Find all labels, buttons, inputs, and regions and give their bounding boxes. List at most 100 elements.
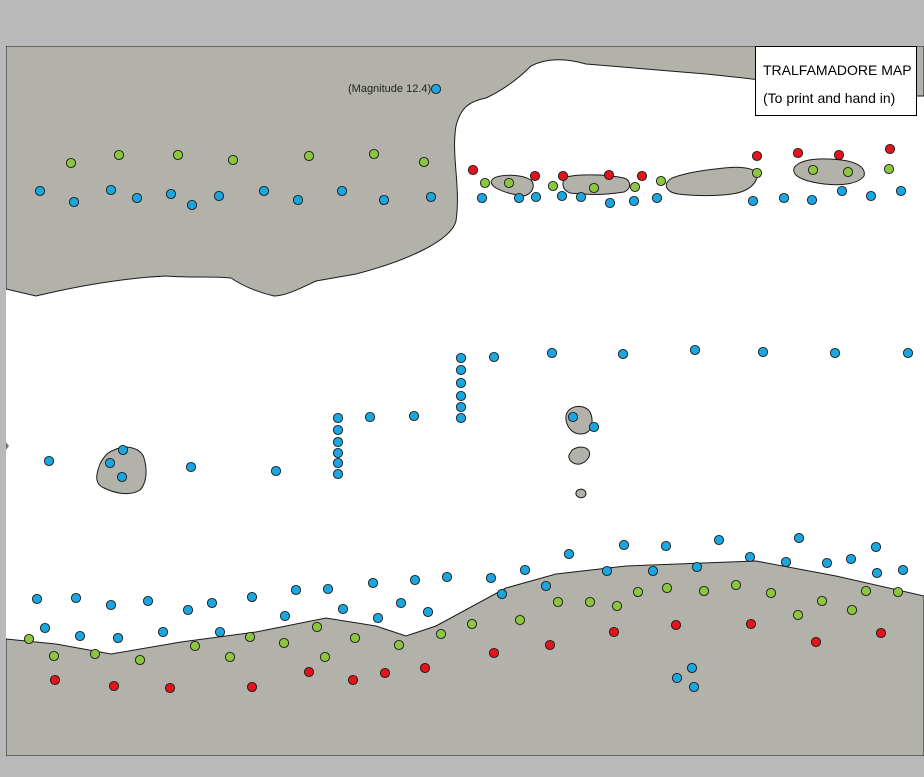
green-marker — [584, 596, 596, 608]
blue-marker — [116, 471, 128, 483]
blue-marker — [744, 551, 756, 563]
blue-marker — [182, 604, 194, 616]
blue-marker — [39, 622, 51, 634]
blue-marker — [206, 597, 218, 609]
green-marker — [588, 182, 600, 194]
blue-marker — [780, 556, 792, 568]
blue-marker — [604, 197, 616, 209]
blue-marker — [74, 630, 86, 642]
green-marker — [661, 582, 673, 594]
red-marker — [884, 143, 896, 155]
blue-marker — [332, 436, 344, 448]
blue-marker — [104, 457, 116, 469]
blue-marker — [105, 599, 117, 611]
green-marker — [846, 604, 858, 616]
southern-landmass — [6, 560, 924, 756]
green-marker — [514, 614, 526, 626]
island-center-south — [575, 488, 587, 499]
blue-marker — [332, 468, 344, 480]
blue-marker — [829, 347, 841, 359]
blue-marker — [617, 348, 629, 360]
blue-marker — [408, 410, 420, 422]
blue-marker — [546, 347, 558, 359]
blue-marker — [322, 583, 334, 595]
green-marker — [632, 586, 644, 598]
blue-marker — [367, 577, 379, 589]
red-marker — [608, 626, 620, 638]
blue-marker — [332, 412, 344, 424]
green-marker — [303, 150, 315, 162]
blue-marker — [671, 672, 683, 684]
red-marker — [670, 619, 682, 631]
red-marker — [792, 147, 804, 159]
blue-marker — [105, 184, 117, 196]
blue-marker — [165, 188, 177, 200]
green-marker — [278, 637, 290, 649]
blue-marker — [618, 539, 630, 551]
blue-marker — [455, 364, 467, 376]
blue-marker — [713, 534, 725, 546]
red-marker — [303, 666, 315, 678]
red-marker — [751, 150, 763, 162]
red-marker — [529, 170, 541, 182]
blue-marker — [895, 185, 907, 197]
green-marker — [842, 166, 854, 178]
blue-marker — [258, 185, 270, 197]
map-title: TRALFAMADORE MAP — [763, 62, 912, 78]
red-marker — [164, 682, 176, 694]
green-marker — [134, 654, 146, 666]
blue-marker — [70, 592, 82, 604]
blue-marker — [588, 421, 600, 433]
green-marker — [227, 154, 239, 166]
green-marker — [349, 632, 361, 644]
blue-marker — [647, 565, 659, 577]
edge-marker — [6, 442, 9, 450]
northern-landmass — [6, 46, 924, 297]
blue-marker — [270, 465, 282, 477]
green-marker — [319, 651, 331, 663]
blue-marker — [575, 191, 587, 203]
green-marker — [629, 181, 641, 193]
blue-marker — [757, 346, 769, 358]
blue-marker — [806, 194, 818, 206]
islet-4 — [793, 158, 865, 186]
green-marker — [224, 651, 236, 663]
green-marker — [89, 648, 101, 660]
red-marker — [108, 680, 120, 692]
map-subtitle: (To print and hand in) — [763, 90, 896, 106]
green-marker — [765, 587, 777, 599]
blue-marker — [279, 610, 291, 622]
blue-marker — [871, 567, 883, 579]
red-marker — [49, 674, 61, 686]
green-marker — [479, 177, 491, 189]
island-center-middle — [568, 446, 590, 465]
green-marker — [311, 621, 323, 633]
red-marker — [467, 164, 479, 176]
red-marker — [347, 674, 359, 686]
blue-marker — [563, 548, 575, 560]
blue-marker — [117, 444, 129, 456]
blue-marker — [157, 626, 169, 638]
green-marker — [113, 149, 125, 161]
red-marker — [603, 169, 615, 181]
green-marker — [883, 163, 895, 175]
blue-marker — [865, 190, 877, 202]
green-marker — [435, 628, 447, 640]
islet-3 — [665, 166, 759, 196]
green-marker — [552, 596, 564, 608]
blue-marker — [686, 662, 698, 674]
blue-marker — [112, 632, 124, 644]
red-marker — [636, 170, 648, 182]
blue-marker — [567, 411, 579, 423]
green-marker — [48, 650, 60, 662]
blue-marker — [337, 603, 349, 615]
blue-marker — [422, 606, 434, 618]
blue-marker — [292, 194, 304, 206]
blue-marker — [488, 351, 500, 363]
blue-marker — [142, 595, 154, 607]
blue-marker — [691, 561, 703, 573]
blue-marker — [395, 597, 407, 609]
blue-marker — [43, 455, 55, 467]
blue-marker — [821, 557, 833, 569]
blue-marker — [530, 191, 542, 203]
